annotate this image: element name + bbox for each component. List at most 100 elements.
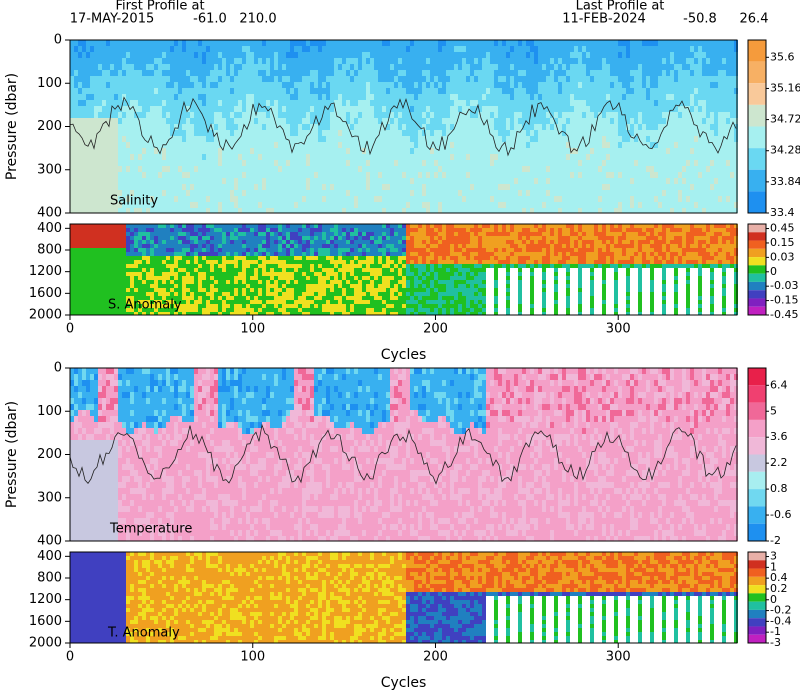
heatmap-cell <box>214 154 218 160</box>
heatmap-cell <box>658 142 662 148</box>
heatmap-cell <box>534 58 538 64</box>
heatmap-cell <box>74 252 78 256</box>
heatmap-cell <box>422 130 426 136</box>
heatmap-cell <box>170 208 174 213</box>
heatmap-cell <box>538 196 542 202</box>
heatmap-cell <box>566 172 570 178</box>
heatmap-cell <box>70 228 74 232</box>
heatmap-cell <box>646 196 650 202</box>
heatmap-cell <box>114 118 118 124</box>
heatmap-cell <box>118 190 122 196</box>
heatmap-cell <box>506 124 510 130</box>
heatmap-cell <box>590 160 594 166</box>
heatmap-cell <box>174 112 178 118</box>
heatmap-cell <box>406 112 410 118</box>
heatmap-cell <box>78 40 82 46</box>
heatmap-cell <box>622 118 626 124</box>
heatmap-cell <box>354 106 358 112</box>
heatmap-cell <box>538 136 542 142</box>
heatmap-cell <box>658 148 662 154</box>
heatmap-cell <box>722 166 726 172</box>
heatmap-cell <box>194 106 198 112</box>
heatmap-cell <box>390 172 394 178</box>
heatmap-cell <box>502 118 506 124</box>
heatmap-cell <box>314 46 318 52</box>
heatmap-cell <box>390 118 394 124</box>
heatmap-cell <box>498 118 502 124</box>
heatmap-cell <box>326 52 330 58</box>
heatmap-cell <box>114 58 118 64</box>
heatmap-cell <box>206 64 210 70</box>
heatmap-cell <box>534 112 538 118</box>
heatmap-cell <box>506 112 510 118</box>
heatmap-cell <box>586 88 590 94</box>
heatmap-cell <box>606 82 610 88</box>
heatmap-cell <box>254 166 258 172</box>
heatmap-cell <box>666 82 670 88</box>
heatmap-cell <box>474 208 478 213</box>
heatmap-cell <box>86 224 90 228</box>
heatmap-cell <box>398 136 402 142</box>
heatmap-cell <box>286 106 290 112</box>
heatmap-cell <box>634 166 638 172</box>
heatmap-cell <box>522 118 526 124</box>
heatmap-cell <box>646 172 650 178</box>
heatmap-cell <box>314 76 318 82</box>
heatmap-cell <box>598 184 602 190</box>
heatmap-cell <box>666 160 670 166</box>
heatmap-cell <box>114 88 118 94</box>
heatmap-cell <box>666 46 670 52</box>
heatmap-cell <box>430 58 434 64</box>
heatmap-cell <box>706 160 710 166</box>
heatmap-cell <box>410 160 414 166</box>
heatmap-cell <box>662 58 666 64</box>
heatmap-cell <box>382 106 386 112</box>
heatmap-cell <box>202 136 206 142</box>
heatmap-cell <box>214 70 218 76</box>
heatmap-cell <box>558 112 562 118</box>
heatmap-cell <box>86 228 90 232</box>
heatmap-cell <box>366 88 370 94</box>
heatmap-cell <box>86 260 90 264</box>
heatmap-cell <box>418 52 422 58</box>
heatmap-cell <box>198 88 202 94</box>
heatmap-cell <box>82 70 86 76</box>
heatmap-cell <box>718 172 722 178</box>
heatmap-cell <box>530 166 534 172</box>
heatmap-cell <box>610 58 614 64</box>
heatmap-cell <box>434 70 438 76</box>
heatmap-cell <box>318 58 322 64</box>
heatmap-cell <box>246 196 250 202</box>
heatmap-cell <box>242 40 246 46</box>
heatmap-cell <box>198 64 202 70</box>
heatmap-cell <box>206 136 210 142</box>
heatmap-cell <box>82 94 86 100</box>
heatmap-cell <box>630 190 634 196</box>
heatmap-cell <box>562 184 566 190</box>
heatmap-cell <box>394 202 398 208</box>
heatmap-cell <box>602 184 606 190</box>
heatmap-cell <box>530 142 534 148</box>
heatmap-cell <box>350 82 354 88</box>
heatmap-cell <box>170 88 174 94</box>
heatmap-cell <box>126 70 130 76</box>
heatmap-cell <box>330 142 334 148</box>
heatmap-cell <box>102 100 106 106</box>
heatmap-cell <box>166 148 170 154</box>
heatmap-cell <box>146 58 150 64</box>
heatmap-cell <box>322 64 326 70</box>
heatmap-cell <box>394 112 398 118</box>
heatmap-cell <box>482 100 486 106</box>
heatmap-cell <box>290 172 294 178</box>
heatmap-cell <box>454 166 458 172</box>
heatmap-cell <box>314 160 318 166</box>
heatmap-cell <box>610 64 614 70</box>
heatmap-cell <box>94 82 98 88</box>
heatmap-cell <box>126 52 130 58</box>
heatmap-cell <box>310 142 314 148</box>
heatmap-cell <box>194 190 198 196</box>
heatmap-cell <box>218 208 222 213</box>
heatmap-cell <box>454 172 458 178</box>
heatmap-cell <box>482 148 486 154</box>
heatmap-cell <box>190 142 194 148</box>
